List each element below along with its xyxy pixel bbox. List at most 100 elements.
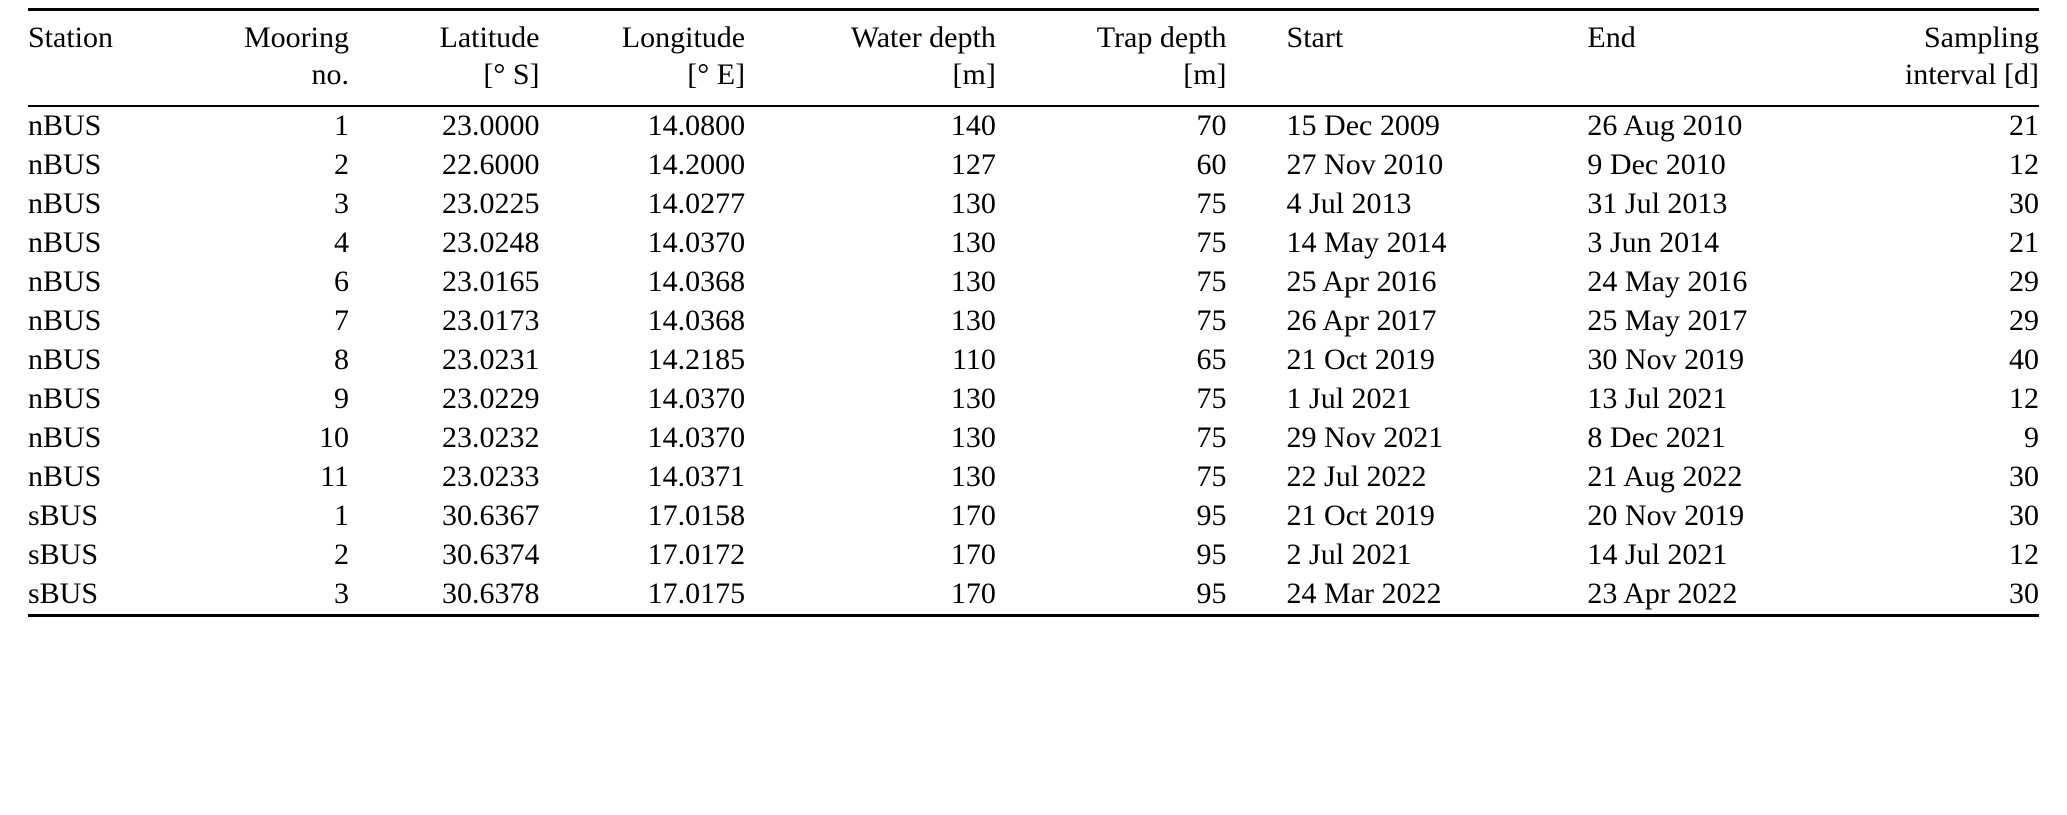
cell-latitude: 23.0000: [442, 109, 540, 142]
cell-end: 14 Jul 2021: [1587, 538, 1728, 571]
cell-longitude: 17.0172: [647, 538, 746, 571]
cell-mooring-no: 11: [320, 460, 349, 493]
cell-start: 29 Nov 2021: [1286, 421, 1444, 454]
cell-end: 9 Dec 2010: [1587, 148, 1726, 181]
cell-water-depth: 140: [950, 109, 996, 142]
cell-start: 21 Oct 2019: [1286, 343, 1435, 376]
cell-water-depth: 170: [950, 499, 996, 532]
cell-sampling-interval: 30: [2009, 499, 2039, 532]
cell-station: nBUS: [28, 304, 102, 337]
cell-longitude: 14.0371: [647, 460, 746, 493]
col-header-water-depth: Water depth [m]: [745, 9, 996, 107]
cell-mooring-no: 6: [333, 265, 349, 298]
cell-mooring-no: 2: [333, 148, 349, 181]
table-row: nBUS 8 23.0231 14.2185 110 65 21 Oct 201…: [28, 341, 2039, 380]
cell-latitude: 23.0173: [442, 304, 540, 337]
table-row: nBUS 6 23.0165 14.0368 130 75 25 Apr 201…: [28, 263, 2039, 302]
cell-end: 21 Aug 2022: [1587, 460, 1743, 493]
cell-sampling-interval: 40: [2009, 343, 2039, 376]
header-line-1: Start: [1286, 21, 1344, 54]
cell-start: 1 Jul 2021: [1286, 382, 1412, 415]
cell-start: 24 Mar 2022: [1286, 577, 1442, 610]
cell-end: 31 Jul 2013: [1587, 187, 1728, 220]
cell-trap-depth: 75: [1196, 382, 1227, 415]
header-line-1: Sampling: [1923, 21, 2039, 54]
cell-end: 30 Nov 2019: [1587, 343, 1745, 376]
table-row: nBUS 9 23.0229 14.0370 130 75 1 Jul 2021…: [28, 380, 2039, 419]
cell-latitude: 23.0225: [442, 187, 540, 220]
header-line-1: Water depth: [850, 21, 996, 54]
cell-water-depth: 130: [950, 226, 996, 259]
cell-mooring-no: 1: [333, 109, 349, 142]
cell-latitude: 23.0165: [442, 265, 540, 298]
cell-sampling-interval: 21: [2009, 226, 2039, 259]
cell-station: nBUS: [28, 265, 102, 298]
cell-station: nBUS: [28, 460, 102, 493]
cell-latitude: 23.0231: [442, 343, 540, 376]
cell-start: 25 Apr 2016: [1286, 265, 1437, 298]
cell-latitude: 23.0248: [442, 226, 540, 259]
cell-water-depth: 170: [950, 538, 996, 571]
col-header-longitude: Longitude [° E]: [539, 9, 746, 107]
cell-end: 3 Jun 2014: [1587, 226, 1720, 259]
cell-latitude: 30.6374: [442, 538, 540, 571]
cell-mooring-no: 2: [333, 538, 349, 571]
cell-station: nBUS: [28, 187, 102, 220]
cell-mooring-no: 9: [333, 382, 349, 415]
cell-longitude: 14.0800: [647, 109, 746, 142]
cell-latitude: 30.6367: [442, 499, 540, 532]
cell-trap-depth: 75: [1196, 460, 1227, 493]
cell-station: sBUS: [28, 499, 99, 532]
col-header-station: Station: [28, 9, 179, 107]
table-row: sBUS 2 30.6374 17.0172 170 95 2 Jul 2021…: [28, 536, 2039, 575]
cell-longitude: 14.0370: [647, 226, 746, 259]
cell-station: nBUS: [28, 148, 102, 181]
cell-sampling-interval: 29: [2009, 304, 2039, 337]
cell-longitude: 14.0277: [647, 187, 746, 220]
table-row: nBUS 7 23.0173 14.0368 130 75 26 Apr 201…: [28, 302, 2039, 341]
cell-water-depth: 130: [950, 460, 996, 493]
cell-sampling-interval: 30: [2009, 577, 2039, 610]
cell-longitude: 14.2000: [647, 148, 746, 181]
table-row: nBUS 3 23.0225 14.0277 130 75 4 Jul 2013…: [28, 185, 2039, 224]
cell-longitude: 14.2185: [647, 343, 746, 376]
col-header-end: End: [1527, 9, 1829, 107]
cell-trap-depth: 95: [1196, 499, 1227, 532]
cell-station: nBUS: [28, 343, 102, 376]
cell-start: 27 Nov 2010: [1286, 148, 1444, 181]
cell-water-depth: 130: [950, 304, 996, 337]
cell-start: 26 Apr 2017: [1286, 304, 1437, 337]
header-line-1: Station: [28, 21, 114, 54]
cell-water-depth: 130: [950, 265, 996, 298]
cell-mooring-no: 10: [318, 421, 349, 454]
cell-trap-depth: 70: [1196, 109, 1227, 142]
cell-water-depth: 130: [950, 187, 996, 220]
cell-trap-depth: 65: [1196, 343, 1227, 376]
cell-water-depth: 130: [950, 382, 996, 415]
cell-start: 14 May 2014: [1286, 226, 1447, 259]
table-row: sBUS 3 30.6378 17.0175 170 95 24 Mar 202…: [28, 575, 2039, 616]
cell-sampling-interval: 9: [2024, 421, 2039, 454]
cell-end: 8 Dec 2021: [1587, 421, 1726, 454]
cell-longitude: 14.0368: [647, 304, 746, 337]
cell-trap-depth: 75: [1196, 265, 1227, 298]
cell-trap-depth: 75: [1196, 187, 1227, 220]
header-line-2: [m]: [952, 58, 996, 91]
header-line-2: [° E]: [687, 58, 746, 91]
table-row: nBUS 11 23.0233 14.0371 130 75 22 Jul 20…: [28, 458, 2039, 497]
col-header-sampling-interval: Sampling interval [d]: [1828, 9, 2039, 107]
cell-end: 13 Jul 2021: [1587, 382, 1728, 415]
cell-station: nBUS: [28, 109, 102, 142]
cell-station: sBUS: [28, 538, 99, 571]
cell-longitude: 14.0368: [647, 265, 746, 298]
mooring-deployments-table: Station Mooring no. Latitude [° S] Longitu…: [28, 8, 2039, 617]
table-row: nBUS 4 23.0248 14.0370 130 75 14 May 201…: [28, 224, 2039, 263]
cell-mooring-no: 3: [333, 187, 349, 220]
cell-mooring-no: 8: [333, 343, 349, 376]
cell-water-depth: 127: [950, 148, 996, 181]
table-row: nBUS 2 22.6000 14.2000 127 60 27 Nov 201…: [28, 146, 2039, 185]
header-line-1: Longitude: [621, 21, 746, 54]
header-line-2: [° S]: [483, 58, 540, 91]
cell-start: 22 Jul 2022: [1286, 460, 1427, 493]
cell-sampling-interval: 12: [2009, 382, 2039, 415]
